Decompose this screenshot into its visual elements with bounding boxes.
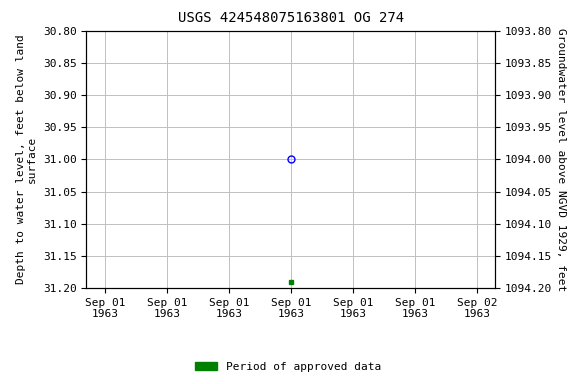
Title: USGS 424548075163801 OG 274: USGS 424548075163801 OG 274	[178, 12, 404, 25]
Y-axis label: Groundwater level above NGVD 1929, feet: Groundwater level above NGVD 1929, feet	[556, 28, 566, 291]
Legend: Period of approved data: Period of approved data	[191, 358, 385, 377]
Y-axis label: Depth to water level, feet below land
surface: Depth to water level, feet below land su…	[16, 35, 37, 284]
